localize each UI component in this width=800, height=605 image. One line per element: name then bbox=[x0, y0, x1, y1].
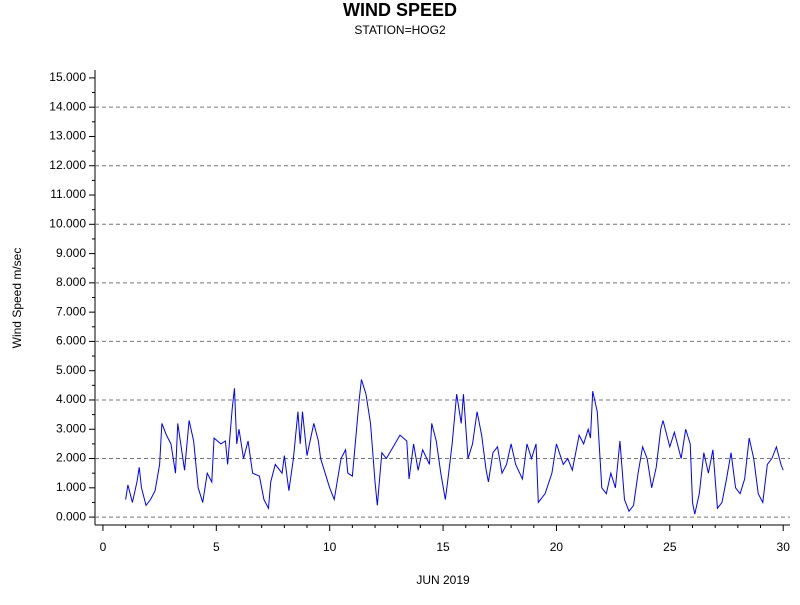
x-tick-label: 20 bbox=[550, 540, 564, 554]
y-tick-label: 11.000 bbox=[50, 187, 86, 201]
y-tick-label: 3.000 bbox=[56, 421, 86, 435]
y-tick-label: 2.000 bbox=[56, 451, 86, 465]
y-tick-label: 10.000 bbox=[49, 216, 86, 230]
y-tick-label: 5.000 bbox=[56, 363, 86, 377]
x-tick-label: 0 bbox=[100, 540, 107, 554]
y-tick-label: 8.000 bbox=[56, 275, 86, 289]
y-tick-label: 1.000 bbox=[56, 480, 86, 494]
x-axis-label: JUN 2019 bbox=[416, 573, 470, 587]
x-tick-label: 5 bbox=[213, 540, 220, 554]
y-tick-label: 6.000 bbox=[56, 334, 86, 348]
x-tick-label: 25 bbox=[663, 540, 677, 554]
x-tick-label: 15 bbox=[436, 540, 450, 554]
y-tick-label: 15.000 bbox=[49, 70, 86, 84]
x-tick-label: 30 bbox=[777, 540, 791, 554]
chart-title: WIND SPEED bbox=[343, 0, 457, 20]
y-tick-label: 9.000 bbox=[56, 246, 86, 260]
chart-subtitle: STATION=HOG2 bbox=[354, 23, 446, 37]
data-line bbox=[125, 379, 784, 515]
y-tick-label: 12.000 bbox=[49, 158, 86, 172]
y-tick-label: 13.000 bbox=[49, 129, 86, 143]
y-tick-label: 14.000 bbox=[49, 99, 86, 113]
y-tick-label: 4.000 bbox=[56, 392, 86, 406]
y-tick-label: 7.000 bbox=[56, 304, 86, 318]
x-tick-label: 10 bbox=[323, 540, 337, 554]
y-tick-label: 0.000 bbox=[56, 509, 86, 523]
y-axis-label: Wind Speed m/sec bbox=[10, 248, 24, 349]
